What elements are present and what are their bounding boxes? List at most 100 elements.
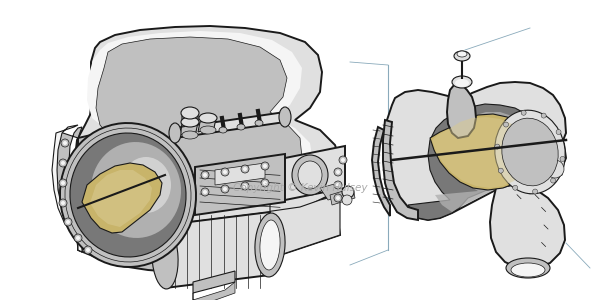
Polygon shape [180, 122, 198, 135]
Ellipse shape [152, 225, 178, 289]
Circle shape [201, 171, 209, 179]
Circle shape [76, 236, 80, 240]
Circle shape [59, 199, 67, 207]
Circle shape [263, 164, 267, 168]
Circle shape [263, 181, 267, 185]
Ellipse shape [495, 110, 565, 194]
Polygon shape [96, 37, 302, 212]
Circle shape [334, 181, 342, 189]
Circle shape [223, 170, 227, 174]
Ellipse shape [182, 131, 198, 139]
Circle shape [63, 141, 67, 145]
Ellipse shape [457, 51, 467, 57]
Ellipse shape [91, 142, 181, 238]
Circle shape [61, 139, 69, 147]
Polygon shape [432, 117, 531, 188]
Circle shape [339, 156, 347, 164]
Ellipse shape [292, 155, 328, 195]
Polygon shape [175, 112, 285, 138]
Polygon shape [372, 127, 390, 216]
Text: Copyright © Kevin Hulsey: Copyright © Kevin Hulsey [233, 183, 367, 193]
Circle shape [342, 186, 354, 198]
Ellipse shape [255, 213, 285, 277]
Ellipse shape [511, 263, 545, 277]
Ellipse shape [452, 76, 472, 88]
Ellipse shape [454, 51, 470, 61]
Polygon shape [215, 163, 265, 185]
Circle shape [499, 168, 503, 173]
Polygon shape [52, 125, 82, 252]
Circle shape [336, 196, 340, 200]
Circle shape [551, 178, 556, 183]
Polygon shape [193, 282, 235, 300]
Circle shape [221, 185, 229, 193]
Circle shape [61, 181, 65, 185]
Circle shape [59, 159, 67, 167]
Circle shape [201, 188, 209, 196]
Ellipse shape [70, 133, 186, 257]
Circle shape [221, 168, 229, 176]
Circle shape [334, 168, 342, 176]
Ellipse shape [60, 123, 196, 267]
Circle shape [261, 162, 269, 170]
Polygon shape [490, 185, 565, 268]
Polygon shape [198, 118, 216, 132]
Ellipse shape [255, 120, 263, 126]
Polygon shape [165, 202, 270, 225]
Circle shape [495, 144, 500, 149]
Ellipse shape [279, 107, 291, 127]
Ellipse shape [546, 160, 564, 178]
Circle shape [241, 182, 249, 190]
Polygon shape [55, 127, 84, 252]
Circle shape [560, 156, 565, 161]
Polygon shape [285, 146, 345, 200]
Circle shape [86, 248, 90, 252]
Polygon shape [165, 212, 270, 288]
Polygon shape [175, 195, 340, 272]
Circle shape [336, 183, 340, 187]
Ellipse shape [260, 220, 280, 270]
Ellipse shape [199, 113, 217, 123]
Circle shape [84, 246, 92, 254]
Polygon shape [447, 85, 476, 138]
Polygon shape [435, 112, 540, 212]
Circle shape [203, 173, 207, 177]
Polygon shape [330, 188, 355, 205]
Ellipse shape [169, 123, 181, 143]
Ellipse shape [200, 126, 216, 134]
Polygon shape [384, 82, 566, 220]
Circle shape [241, 165, 249, 173]
Ellipse shape [181, 117, 199, 127]
Circle shape [541, 113, 546, 118]
Polygon shape [82, 163, 162, 233]
Ellipse shape [502, 118, 558, 186]
Circle shape [261, 179, 269, 187]
Circle shape [512, 185, 518, 190]
Circle shape [521, 110, 526, 115]
Circle shape [556, 130, 561, 134]
Polygon shape [78, 130, 175, 272]
Circle shape [334, 194, 342, 202]
Circle shape [336, 170, 340, 174]
Circle shape [341, 158, 345, 162]
Circle shape [243, 184, 247, 188]
Ellipse shape [219, 127, 227, 133]
Polygon shape [408, 104, 546, 220]
Polygon shape [108, 130, 340, 272]
Polygon shape [193, 271, 235, 293]
Polygon shape [195, 154, 285, 215]
Circle shape [66, 220, 70, 224]
Ellipse shape [181, 107, 199, 119]
Circle shape [203, 190, 207, 194]
Circle shape [74, 234, 82, 242]
Circle shape [533, 189, 538, 194]
Ellipse shape [470, 119, 539, 171]
Circle shape [64, 218, 72, 226]
Polygon shape [182, 112, 198, 127]
Ellipse shape [121, 157, 171, 213]
Circle shape [503, 122, 508, 127]
Circle shape [342, 195, 352, 205]
Circle shape [223, 187, 227, 191]
Polygon shape [383, 120, 418, 220]
Ellipse shape [237, 124, 245, 130]
